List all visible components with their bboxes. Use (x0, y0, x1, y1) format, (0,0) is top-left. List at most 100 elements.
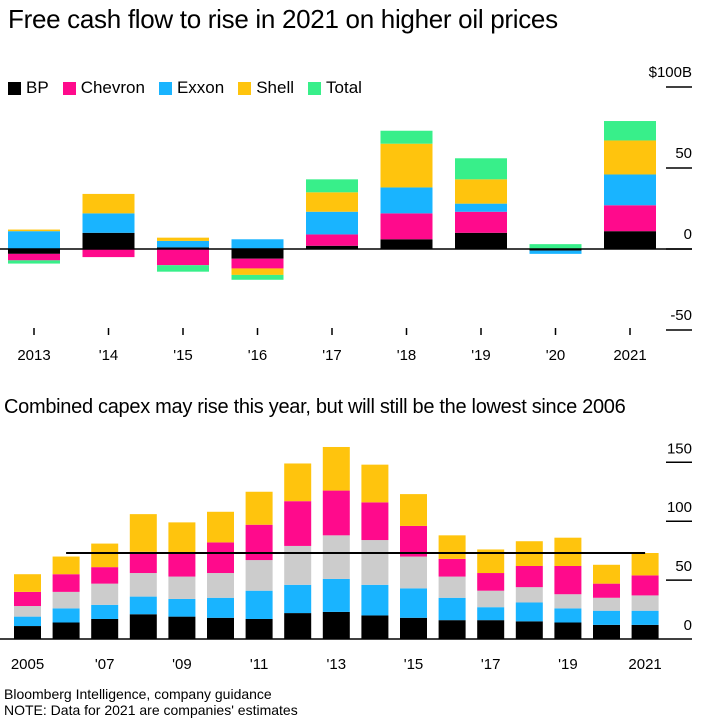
capex-bar-chevron-2018 (515, 565, 543, 588)
fcf-bar-total-19 (455, 158, 507, 180)
legend-swatch-shell (238, 81, 252, 95)
fcf-bar-shell-17 (306, 192, 358, 212)
capex-bar-other-2020 (593, 597, 620, 611)
capex-bar-exxon-11 (245, 590, 273, 619)
fcf-bar-exxon-14 (82, 213, 135, 233)
capex-bar-chevron-2005 (14, 591, 41, 607)
capex-bar-chevron-2012 (284, 501, 312, 546)
capex-bar-other-2012 (284, 545, 312, 585)
capex-xtick-label-09: '09 (172, 656, 192, 673)
capex-bar-shell-2020 (593, 564, 620, 584)
capex-bar-exxon-09 (168, 598, 196, 617)
capex-xtick-label-07: '07 (95, 656, 115, 673)
fcf-bar-total-18 (380, 130, 433, 144)
note-line: NOTE: Data for 2021 are companies' estim… (4, 702, 298, 718)
capex-bar-exxon-2012 (284, 584, 312, 614)
capex-xtick-label-13: '13 (327, 656, 347, 673)
fcf-bar-bp-15 (157, 247, 209, 249)
capex-xtick-label-19: '19 (558, 656, 578, 673)
fcf-bar-shell-2021 (604, 140, 656, 175)
fcf-bar-total-16 (231, 274, 284, 280)
capex-xtick-label-11: '11 (250, 656, 268, 673)
capex-bar-other-2010 (207, 573, 234, 598)
fcf-bar-total-2013 (8, 260, 60, 264)
fcf-bar-total-2021 (604, 121, 656, 141)
capex-ytick-label-150: 150 (667, 440, 692, 457)
capex-bar-shell-2006 (52, 556, 80, 575)
capex-bar-chevron-2008 (129, 551, 157, 574)
capex-bar-shell-2021 (631, 553, 659, 576)
fcf-bar-exxon-16 (231, 239, 284, 249)
fcf-bar-exxon-15 (157, 240, 209, 248)
legend-swatch-chevron (62, 81, 76, 95)
fcf-bar-chevron-14 (82, 249, 135, 258)
capex-bar-other-2016 (438, 576, 466, 598)
capex-bar-chevron-11 (245, 524, 273, 561)
capex-bar-shell-2014 (361, 464, 389, 503)
fcf-bar-chevron-2013 (8, 253, 60, 261)
capex-bar-bp-09 (168, 616, 196, 639)
capex-bar-chevron-13 (322, 490, 350, 536)
capex-xtick-label-2005: 2005 (11, 656, 44, 673)
fcf-xtick-label-19: '19 (471, 347, 491, 364)
source-line: Bloomberg Intelligence, company guidance (4, 686, 272, 702)
capex-bar-exxon-07 (91, 604, 119, 619)
capex-bar-bp-2012 (284, 613, 312, 639)
fcf-bar-shell-18 (380, 143, 433, 188)
capex-bar-chevron-2006 (52, 574, 80, 592)
fcf-xtick-label-16: '16 (248, 347, 268, 364)
capex-bar-chevron-19 (554, 565, 582, 595)
capex-bar-bp-13 (322, 611, 350, 639)
capex-bar-bp-15 (400, 617, 427, 639)
fcf-xtick-label-14: '14 (99, 347, 119, 364)
capex-bar-bp-2021 (631, 624, 659, 639)
fcf-bar-exxon-2013 (8, 231, 60, 249)
capex-bar-exxon-2014 (361, 584, 389, 616)
fcf-bar-shell-19 (455, 179, 507, 204)
capex-bar-shell-19 (554, 537, 582, 566)
capex-bar-chevron-2020 (593, 583, 620, 598)
chart1-title: Free cash flow to rise in 2021 on higher… (8, 4, 558, 34)
capex-bar-other-2006 (52, 591, 80, 609)
fcf-bar-total-17 (306, 179, 358, 193)
fcf-bar-shell-14 (82, 193, 135, 214)
capex-bar-shell-17 (477, 549, 505, 574)
capex-bar-chevron-2016 (438, 558, 466, 577)
capex-bar-bp-2005 (14, 626, 41, 639)
fcf-xtick-label-17: '17 (322, 347, 342, 364)
capex-bar-bp-2008 (129, 614, 157, 639)
capex-bar-exxon-2021 (631, 610, 659, 625)
fcf-xtick-label-20: '20 (546, 347, 566, 364)
legend-item-shell: Shell (238, 78, 294, 98)
legend-swatch-bp (8, 81, 21, 95)
capex-ytick-label-50: 50 (675, 558, 692, 575)
legend-label-exxon: Exxon (176, 78, 225, 97)
fcf-bar-exxon-17 (306, 211, 358, 235)
capex-bar-exxon-17 (477, 607, 505, 621)
capex-bar-exxon-2005 (14, 616, 41, 627)
capex-bar-bp-2010 (207, 617, 234, 639)
source-note: Bloomberg Intelligence, company guidance… (4, 686, 298, 718)
capex-bar-chevron-2010 (207, 542, 234, 574)
fcf-bar-chevron-15 (157, 249, 209, 266)
capex-bar-shell-13 (322, 446, 350, 491)
capex-bar-bp-11 (245, 618, 273, 639)
capex-bar-other-2014 (361, 540, 389, 585)
capex-bar-chevron-2014 (361, 502, 389, 541)
capex-ytick-label-100: 100 (667, 499, 692, 516)
capex-bar-other-13 (322, 535, 350, 579)
fcf-bar-exxon-2021 (604, 174, 656, 206)
legend-label-shell: Shell (256, 78, 295, 97)
fcf-xtick-label-18: '18 (397, 347, 417, 364)
capex-xtick-label-15: '15 (404, 656, 424, 673)
capex-bar-bp-2016 (438, 620, 466, 639)
capex-bar-exxon-2018 (515, 602, 543, 622)
fcf-xtick-label-2021: 2021 (613, 347, 646, 364)
chart2-title: Combined capex may rise this year, but w… (4, 396, 626, 418)
legend-label-total: Total (326, 78, 362, 97)
fcf-bar-chevron-17 (306, 234, 358, 246)
fcf-bar-bp-14 (82, 232, 135, 249)
capex-bar-bp-2014 (361, 615, 389, 639)
capex-bar-bp-2006 (52, 622, 80, 639)
